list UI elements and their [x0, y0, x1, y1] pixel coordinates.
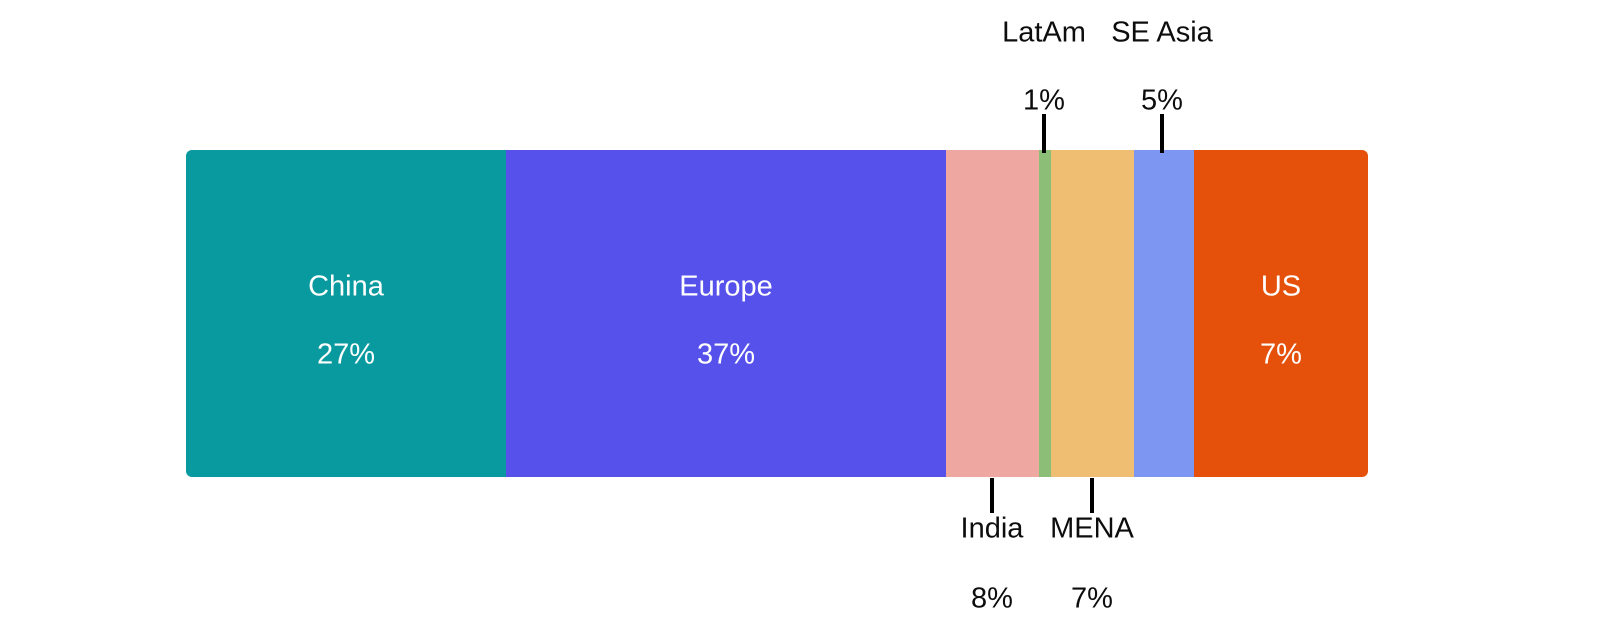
callout-value: 1% — [1023, 84, 1065, 117]
bar-segment-europe: Europe 37% — [506, 150, 946, 477]
bar-segment-india — [946, 150, 1039, 477]
bar-segment-us: US 7% — [1194, 150, 1368, 477]
segment-value: 27% — [316, 338, 376, 371]
leader-line — [990, 478, 994, 513]
callout-value: 5% — [1141, 84, 1183, 117]
bar-segment-latam — [1039, 150, 1051, 477]
callout-label: SE Asia — [1111, 16, 1213, 49]
segment-value: 37% — [696, 338, 756, 371]
stacked-bar: China 27% Europe 37% US 7% — [186, 150, 1368, 477]
callout-value: 7% — [1071, 582, 1113, 615]
leader-line — [1160, 114, 1164, 153]
callout-label: MENA — [1050, 512, 1134, 545]
callout-label: India — [960, 512, 1024, 545]
segment-label: Europe — [679, 270, 773, 303]
segment-label: China — [308, 270, 384, 303]
leader-line — [1042, 114, 1046, 153]
bar-segment-mena — [1051, 150, 1134, 477]
callout-value: 8% — [971, 582, 1013, 615]
leader-line — [1090, 478, 1094, 513]
bar-segment-china: China 27% — [186, 150, 506, 477]
bar-segment-se-asia — [1134, 150, 1194, 477]
callout-label: LatAm — [1002, 16, 1086, 49]
segment-label: US — [1260, 270, 1302, 303]
segment-value: 7% — [1260, 338, 1302, 371]
